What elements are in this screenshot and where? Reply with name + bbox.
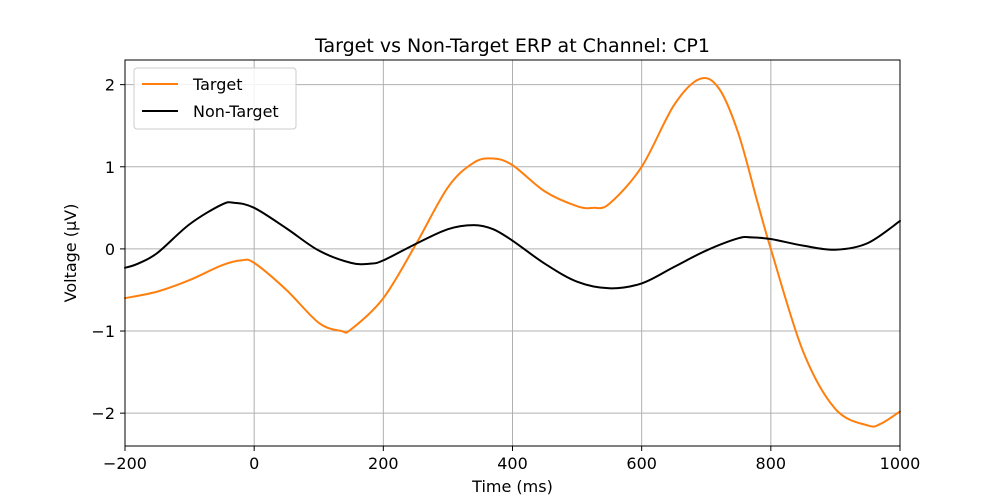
legend-label-target: Target	[192, 75, 243, 94]
series-line-target	[124, 76, 901, 428]
x-tick-label: 200	[368, 454, 399, 473]
x-axis-label: Time (ms)	[471, 477, 553, 496]
series-line-non-target	[124, 201, 901, 290]
y-tick-label: 2	[105, 76, 115, 95]
x-tick-label: 800	[756, 454, 787, 473]
y-tick-label: −2	[91, 404, 115, 423]
x-tick-label: −200	[103, 454, 147, 473]
x-tick-label: 600	[626, 454, 657, 473]
y-tick-label: −1	[91, 322, 115, 341]
x-tick-label: 0	[249, 454, 259, 473]
y-tick-label: 1	[105, 158, 115, 177]
ticks: −200 0 200 400 600 800 1000 −2 −1 0 1 2	[91, 76, 920, 473]
y-axis-label: Voltage (μV)	[61, 204, 80, 303]
chart-title: Target vs Non-Target ERP at Channel: CP1	[314, 35, 710, 57]
legend: Target Non-Target	[133, 67, 297, 130]
x-tick-label: 400	[497, 454, 528, 473]
series-layer	[124, 76, 901, 428]
x-tick-label: 1000	[880, 454, 921, 473]
legend-label-non-target: Non-Target	[193, 102, 279, 121]
y-tick-label: 0	[105, 240, 115, 259]
